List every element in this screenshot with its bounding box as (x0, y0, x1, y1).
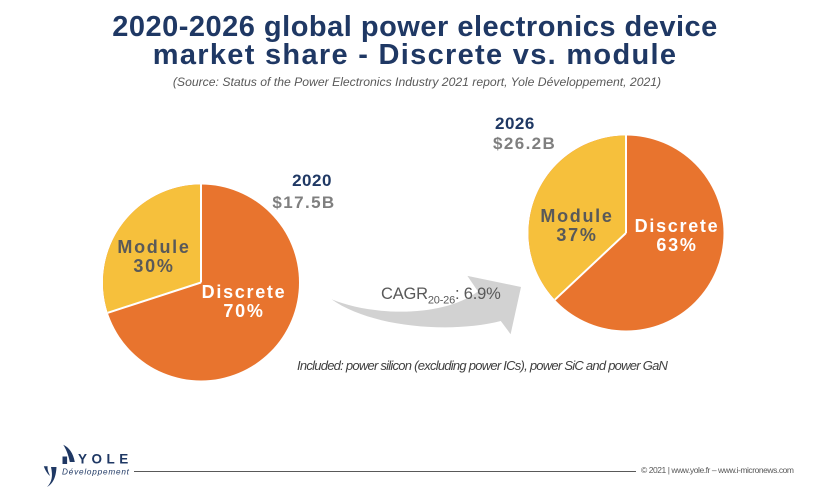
svg-text:YOLE: YOLE (78, 452, 133, 467)
svg-text:Développement: Développement (62, 468, 130, 477)
